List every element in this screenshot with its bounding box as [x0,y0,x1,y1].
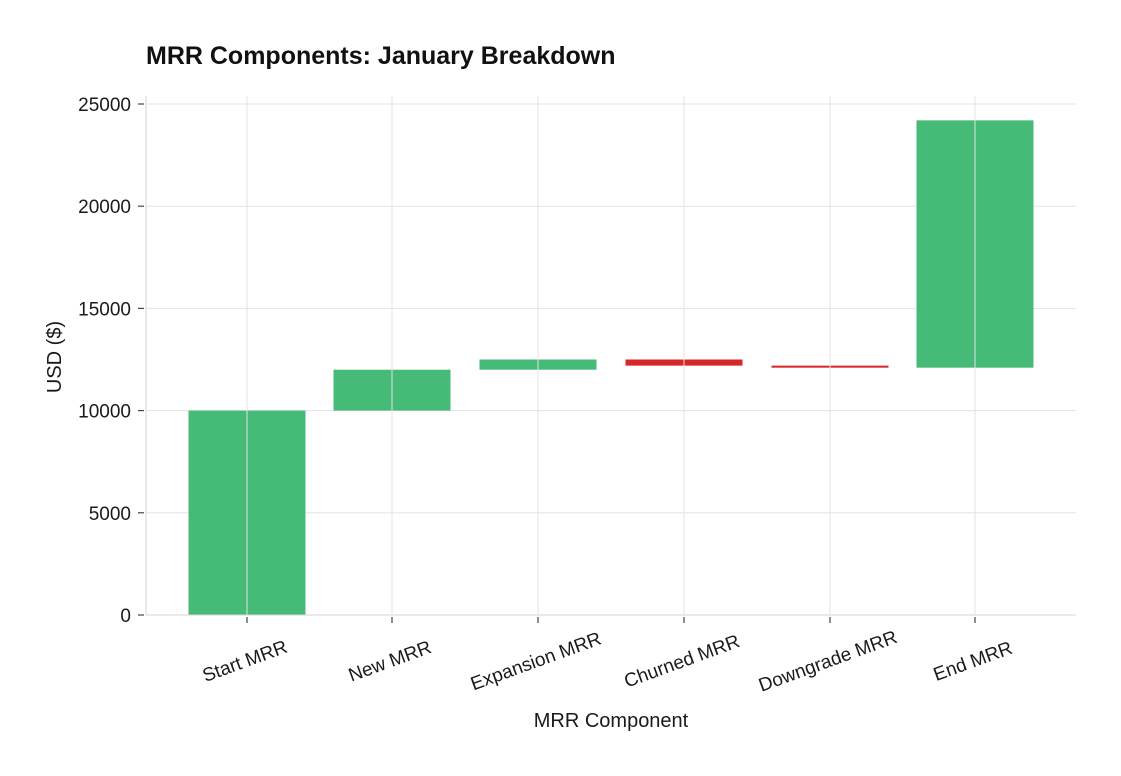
x-tick-label-2: Expansion MRR [468,628,604,695]
y-tick-label-0: 0 [120,606,131,627]
y-tick-label-5: 25000 [78,95,131,116]
bars [188,120,1034,615]
y-tick-label-2: 10000 [78,402,131,423]
x-tick-label-3: Churned MRR [621,631,742,692]
axes [145,96,1076,616]
x-tick-label-1: New MRR [346,637,435,686]
y-axis-ticks: 0 5000 10000 15000 20000 25000 [78,95,144,627]
x-tick-label-0: Start MRR [200,637,291,687]
y-tick-label-1: 5000 [89,504,131,525]
y-axis-label: USD ($) [44,321,66,393]
x-tick-label-4: Downgrade MRR [756,627,900,697]
y-tick-label-3: 15000 [78,299,131,320]
chart-title: MRR Components: January Breakdown [146,42,616,70]
x-axis-label: MRR Component [534,710,689,732]
x-axis-ticks: Start MRR New MRR Expansion MRR Churned MRR… [200,617,1016,697]
x-tick-label-5: End MRR [931,638,1016,686]
y-tick-label-4: 20000 [78,197,131,218]
